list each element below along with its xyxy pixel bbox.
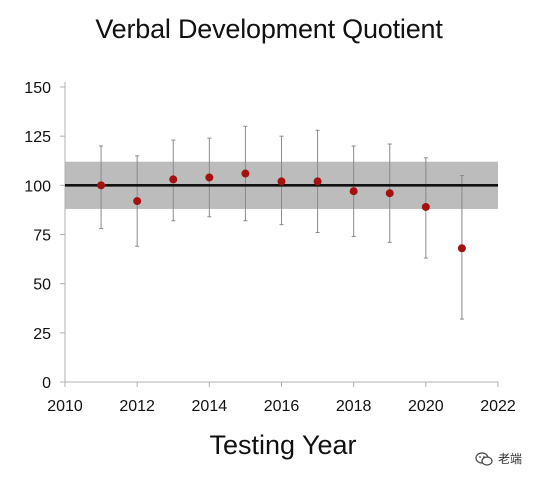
y-tick-label: 100 [24,178,51,195]
x-tick-label: 2022 [480,398,516,415]
data-point [385,189,394,198]
watermark-text: 老端 [497,452,522,466]
x-axis-label: Testing Year [209,430,357,460]
y-tick-label: 150 [24,80,51,97]
wechat-icon [475,451,493,466]
data-point [205,173,214,182]
y-tick-label: 0 [42,375,51,392]
x-tick-label: 2012 [119,398,155,415]
y-tick-label: 75 [33,228,51,245]
data-point [277,177,286,186]
y-tick-label: 50 [33,277,51,294]
data-point [421,202,430,211]
x-tick-label: 2010 [47,398,83,415]
data-point [349,187,358,196]
x-tick-label: 2018 [336,398,372,415]
x-tick-label: 2016 [264,398,300,415]
chart-title: Verbal Development Quotient [95,14,443,44]
y-tick-label: 25 [33,326,51,343]
data-point [97,181,106,190]
data-point [457,244,466,253]
data-point [241,169,250,178]
data-point [169,175,178,184]
x-tick-label: 2014 [192,398,228,415]
y-tick-label: 125 [24,129,51,146]
x-tick-label: 2020 [408,398,444,415]
watermark: 老端 [475,450,522,467]
data-point [133,197,142,206]
data-point [313,177,322,186]
